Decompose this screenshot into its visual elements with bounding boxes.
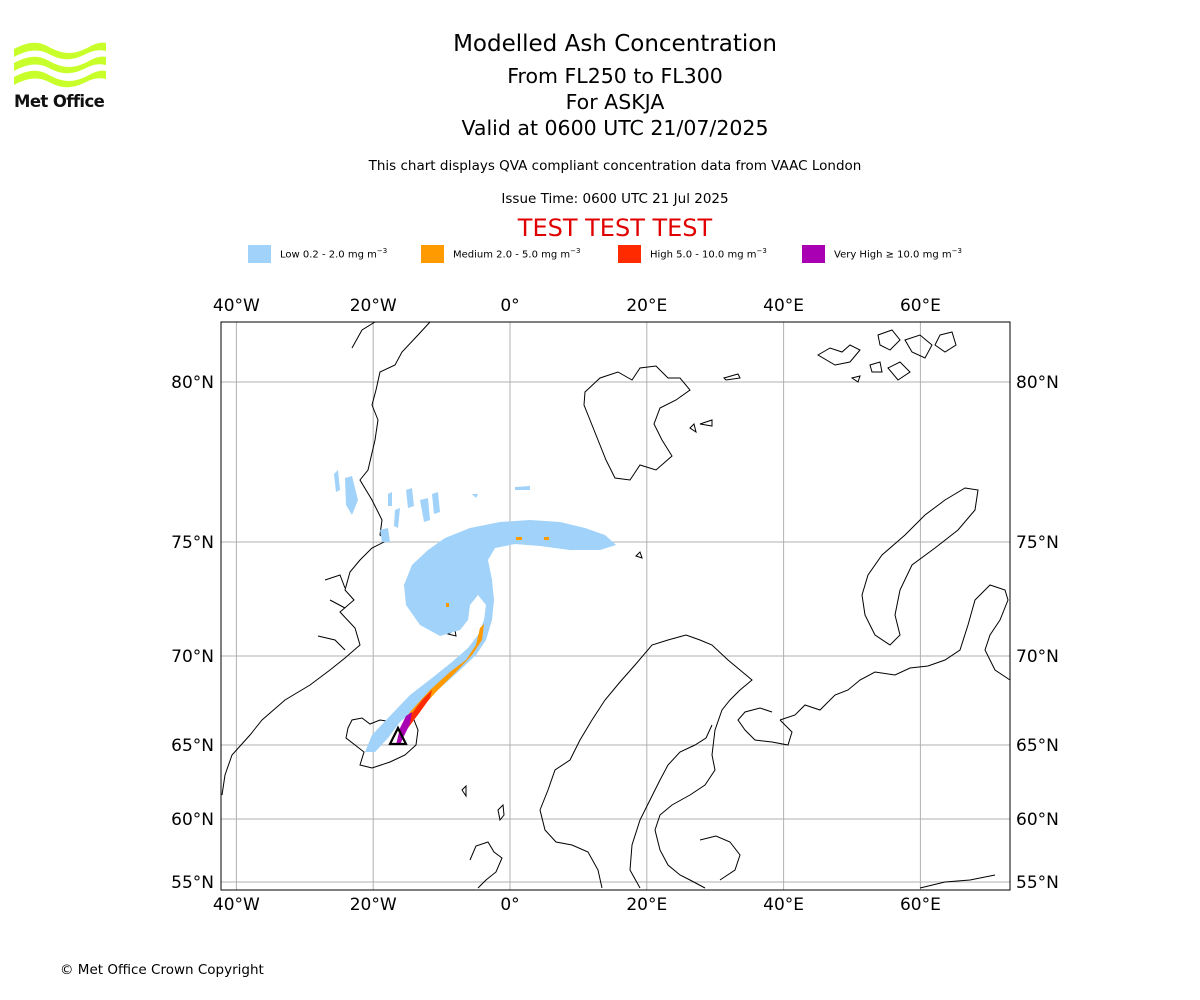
coastline-bothnia xyxy=(629,724,713,889)
legend-swatch-low xyxy=(248,245,271,263)
test-banner: TEST TEST TEST xyxy=(517,214,713,242)
legend-swatch-very-high xyxy=(802,245,825,263)
coastline-russia xyxy=(779,584,1011,721)
coastline-white-sea xyxy=(737,707,793,746)
lat-labels-right: 80°N 75°N 70°N 65°N 60°N 55°N xyxy=(1016,373,1059,893)
lat-tick-label-right: 70°N xyxy=(1016,647,1059,667)
lon-tick-label-top: 20°E xyxy=(626,296,667,316)
volcano-name: For ASKJA xyxy=(565,90,665,114)
lon-tick-label-bottom: 40°E xyxy=(763,895,804,915)
coastline-scandinavia xyxy=(539,634,753,889)
lat-tick-label-left: 80°N xyxy=(171,373,214,393)
legend-swatch-medium xyxy=(421,245,444,263)
ash-very-high-plume xyxy=(396,712,412,745)
coastline-scotland xyxy=(469,841,503,889)
map-frame xyxy=(220,321,1011,891)
lat-tick-label-right: 80°N xyxy=(1016,373,1059,393)
lon-tick-label-bottom: 20°E xyxy=(626,895,667,915)
legend-label-very-high: Very High ≥ 10.0 mg m xyxy=(834,249,952,261)
lat-tick-label-left: 70°N xyxy=(171,647,214,667)
legend-label-medium: Medium 2.0 - 5.0 mg m xyxy=(453,249,571,261)
compliance-note: This chart displays QVA compliant concen… xyxy=(368,158,862,174)
legend-item-medium: Medium 2.0 - 5.0 mg m−3 xyxy=(421,244,580,264)
lat-tick-label-right: 75°N xyxy=(1016,533,1059,553)
lon-labels-top: 40°W 20°W 0° 20°E 40°E 60°E xyxy=(213,296,941,316)
lon-tick-label-top: 40°E xyxy=(763,296,804,316)
legend-label-high: High 5.0 - 10.0 mg m xyxy=(650,249,757,261)
coastline-greenland-fjords xyxy=(317,321,376,651)
lon-tick-label-bottom: 20°W xyxy=(350,895,397,915)
lon-tick-label-bottom: 60°E xyxy=(900,895,941,915)
issue-time: Issue Time: 0600 UTC 21 Jul 2025 xyxy=(501,191,729,207)
coastline-novaya-zemlya xyxy=(861,487,979,646)
legend-item-very-high: Very High ≥ 10.0 mg m−3 xyxy=(802,244,962,264)
lon-tick-label-top: 60°E xyxy=(900,296,941,316)
coastline-bear-island xyxy=(635,551,643,559)
lat-tick-label-right: 55°N xyxy=(1016,873,1059,893)
valid-time: Valid at 0600 UTC 21/07/2025 xyxy=(461,116,769,140)
coastline-norway-south xyxy=(539,809,603,889)
coastline-baltic xyxy=(699,835,996,889)
lat-tick-label-left: 55°N xyxy=(171,873,214,893)
lon-tick-label-bottom: 40°W xyxy=(213,895,260,915)
met-office-logo-text: Met Office xyxy=(14,92,105,111)
coastline-svalbard-east xyxy=(689,373,741,434)
map-gridlines xyxy=(221,322,1010,890)
lat-tick-label-left: 60°N xyxy=(171,810,214,830)
ash-low-main-plume xyxy=(365,520,616,752)
ash-very-high-concentration xyxy=(396,712,412,745)
flight-level-range: From FL250 to FL300 xyxy=(507,64,723,88)
coastline-iceland xyxy=(345,715,419,769)
lat-tick-label-right: 60°N xyxy=(1016,810,1059,830)
lat-tick-label-left: 75°N xyxy=(171,533,214,553)
volcano-triangle-icon xyxy=(388,725,408,746)
coastline-franz-josef-land xyxy=(817,329,957,383)
legend-label-low: Low 0.2 - 2.0 mg m xyxy=(280,249,377,261)
lat-tick-label-left: 65°N xyxy=(171,736,214,756)
lon-tick-label-bottom: 0° xyxy=(500,895,519,915)
coastlines xyxy=(221,321,1011,889)
lat-tick-label-right: 65°N xyxy=(1016,736,1059,756)
lon-labels-bottom: 40°W 20°W 0° 20°E 40°E 60°E xyxy=(213,895,941,915)
lat-labels-left: 80°N 75°N 70°N 65°N 60°N 55°N xyxy=(171,373,214,893)
chart-title: Modelled Ash Concentration xyxy=(453,31,777,57)
copyright-notice: © Met Office Crown Copyright xyxy=(60,962,264,978)
lon-tick-label-top: 0° xyxy=(500,296,519,316)
legend-swatch-high xyxy=(618,245,641,263)
legend-item-low: Low 0.2 - 2.0 mg m−3 xyxy=(248,244,387,264)
legend-item-high: High 5.0 - 10.0 mg m−3 xyxy=(618,244,767,264)
met-office-logo xyxy=(14,42,106,88)
coastline-shetland xyxy=(461,784,505,822)
coastline-svalbard xyxy=(583,365,691,481)
ash-low-concentration xyxy=(334,470,616,752)
lon-tick-label-top: 40°W xyxy=(213,296,260,316)
lon-tick-label-top: 20°W xyxy=(350,296,397,316)
coastline-greenland xyxy=(221,321,431,796)
